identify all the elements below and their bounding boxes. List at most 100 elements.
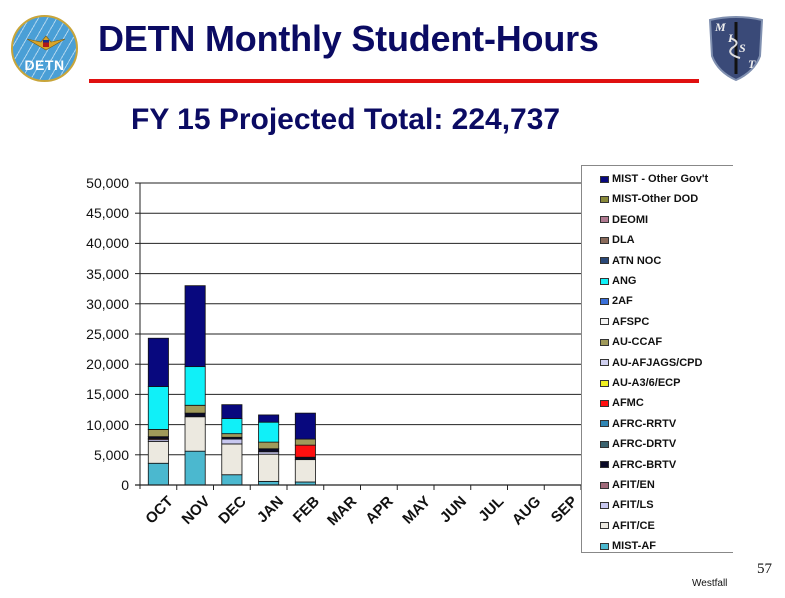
y-tick-label: 35,000 <box>86 265 129 282</box>
legend-label: AU-CCAF <box>612 336 663 349</box>
bar-segment <box>221 443 243 476</box>
logo-letter-s: S <box>739 41 746 55</box>
legend-item: AFIT/CE <box>600 516 655 536</box>
detn-logo: DETN <box>11 15 78 82</box>
logo-letter-i: I <box>727 31 734 45</box>
legend-item: MIST-AF <box>600 536 656 556</box>
legend-label: AFIT/CE <box>612 519 655 532</box>
legend-item: AFIT/LS <box>600 495 654 515</box>
legend-swatch <box>600 420 609 428</box>
bar-segment <box>221 433 243 438</box>
legend-label: AFSPC <box>612 315 650 328</box>
bar-segment <box>147 462 169 486</box>
legend-item: DLA <box>600 230 635 250</box>
legend-swatch <box>600 236 609 244</box>
bar-segment <box>258 414 280 423</box>
legend-label: AFIT/EN <box>612 479 655 491</box>
y-tick-label: 50,000 <box>86 175 129 191</box>
legend-swatch <box>600 440 609 448</box>
bar-segment <box>147 429 169 438</box>
legend-swatch <box>600 522 609 530</box>
legend-item: ATN NOC <box>600 251 661 271</box>
legend-swatch <box>600 481 609 489</box>
y-tick-label: 10,000 <box>86 416 129 433</box>
chart-subtitle: FY 15 Projected Total: 224,737 <box>131 103 561 136</box>
legend-label: AFRC-DRTV <box>612 438 677 451</box>
bar-segment <box>221 474 243 486</box>
legend-label: AFMC <box>612 397 644 410</box>
bar-segment <box>184 416 206 452</box>
legend-label: AFIT/LS <box>612 499 654 512</box>
legend-item: AFMC <box>600 393 644 413</box>
legend-item: AFRC-BRTV <box>600 455 676 475</box>
legend-swatch <box>600 461 609 469</box>
author-name: Westfall <box>692 578 728 589</box>
legend-swatch <box>600 338 609 346</box>
legend-swatch <box>600 542 609 550</box>
legend-item: DEOMI <box>600 210 648 230</box>
y-tick-label: 15,000 <box>86 386 129 403</box>
legend-swatch <box>600 297 609 305</box>
bar-segment <box>147 441 169 464</box>
y-tick-label: 30,000 <box>86 295 129 312</box>
legend-item: MIST - Other Gov't <box>600 169 708 189</box>
bar-segment <box>184 285 206 368</box>
bar-segment <box>221 418 243 435</box>
legend-item: AFRC-RRTV <box>600 414 676 434</box>
bar-segment <box>221 438 243 445</box>
eagle-icon <box>27 35 65 51</box>
legend-label: MIST - Other Gov't <box>612 173 709 185</box>
mist-shield-logo: M I S T <box>708 16 764 82</box>
title-rule <box>89 79 699 83</box>
bar-segment <box>294 412 316 440</box>
legend-swatch <box>600 399 609 407</box>
legend-swatch <box>600 277 609 285</box>
bar-segment <box>147 337 169 387</box>
legend-swatch <box>600 318 609 326</box>
legend-label: DEOMI <box>612 213 649 226</box>
legend-label: ANG <box>612 275 637 287</box>
logo-letter-m: M <box>714 20 726 34</box>
bar-segment <box>258 448 280 453</box>
bar-segment <box>184 450 206 486</box>
chart-legend: MIST - Other Gov't MIST-Other DOD DEOMI DLA… <box>581 165 733 553</box>
legend-swatch <box>600 175 609 183</box>
bar-segment <box>258 441 280 450</box>
bar-segment <box>221 404 243 419</box>
legend-item: MIST-Other DOD <box>600 189 698 209</box>
page-number: 57 <box>757 561 772 577</box>
page-title: DETN Monthly Student-Hours <box>98 18 599 59</box>
y-tick-label: 0 <box>121 477 129 493</box>
legend-item: AFSPC <box>600 312 649 332</box>
legend-swatch <box>600 257 609 265</box>
legend-label: AU-AFJAGS/CPD <box>612 356 703 369</box>
legend-swatch <box>600 359 609 367</box>
bar-segment <box>147 386 169 430</box>
bar-segment <box>184 404 206 414</box>
legend-swatch <box>600 195 609 203</box>
legend-label: ATN NOC <box>612 254 662 267</box>
bar-segment <box>294 459 316 483</box>
legend-item: AFIT/EN <box>600 475 655 495</box>
legend-label: 2AF <box>612 295 633 308</box>
legend-label: MIST-AF <box>612 540 656 553</box>
legend-item: ANG <box>600 271 636 291</box>
bar-segment <box>294 438 316 446</box>
legend-item: AU-A3/6/ECP <box>600 373 680 393</box>
logo-letter-t: T <box>748 57 756 71</box>
legend-label: DLA <box>612 234 635 247</box>
bar-segment <box>184 366 206 406</box>
logo-text: DETN <box>24 57 65 73</box>
legend-label: AFRC-BRTV <box>612 458 677 471</box>
legend-swatch <box>600 379 609 387</box>
legend-item: AU-AFJAGS/CPD <box>600 353 702 373</box>
legend-item: AU-CCAF <box>600 332 662 352</box>
bar-segment <box>294 444 316 458</box>
legend-item: AFRC-DRTV <box>600 434 676 454</box>
bar-segment <box>184 412 206 418</box>
legend-swatch <box>600 216 609 224</box>
legend-label: MIST-Other DOD <box>612 193 699 206</box>
y-tick-label: 5,000 <box>93 446 129 463</box>
bar-segment <box>258 421 280 443</box>
